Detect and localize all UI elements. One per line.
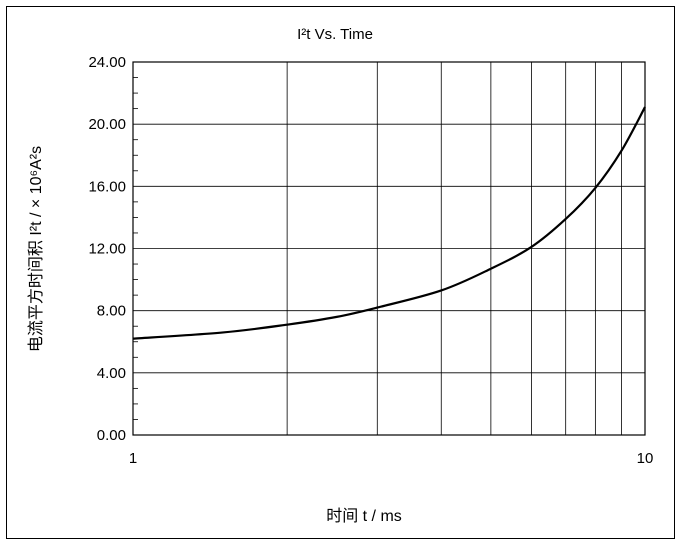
chart-title: I²t Vs. Time bbox=[297, 26, 373, 43]
y-axis-tick-labels: 0.00 4.00 8.00 12.00 16.00 20.00 24.00 bbox=[88, 54, 126, 444]
y-tick-label: 4.00 bbox=[97, 365, 126, 382]
series-line bbox=[132, 106, 646, 340]
y-tick-label: 24.00 bbox=[88, 54, 126, 71]
grid bbox=[133, 62, 645, 435]
y-tick-label: 8.00 bbox=[97, 303, 126, 320]
x-tick-label: 10 bbox=[637, 450, 654, 467]
y-tick-label: 0.00 bbox=[97, 427, 126, 444]
chart-frame: I²t Vs. Time 0.00 4.00 8.00 12.00 16.00 20.00… bbox=[6, 6, 675, 539]
y-minor-ticks bbox=[133, 77, 138, 420]
y-tick-label: 12.00 bbox=[88, 241, 126, 258]
y-tick-label: 16.00 bbox=[88, 178, 126, 195]
x-axis-title: 时间 t / ms bbox=[326, 507, 402, 525]
chart: I²t Vs. Time 0.00 4.00 8.00 12.00 16.00 20.00… bbox=[27, 26, 654, 525]
x-axis-tick-labels: 1 10 bbox=[129, 450, 654, 467]
plot-area bbox=[132, 61, 646, 436]
y-tick-label: 20.00 bbox=[88, 116, 126, 133]
y-axis-title: 电流平方时间积 I²t / × 10⁶A²s bbox=[27, 146, 45, 352]
x-tick-label: 1 bbox=[129, 450, 137, 467]
